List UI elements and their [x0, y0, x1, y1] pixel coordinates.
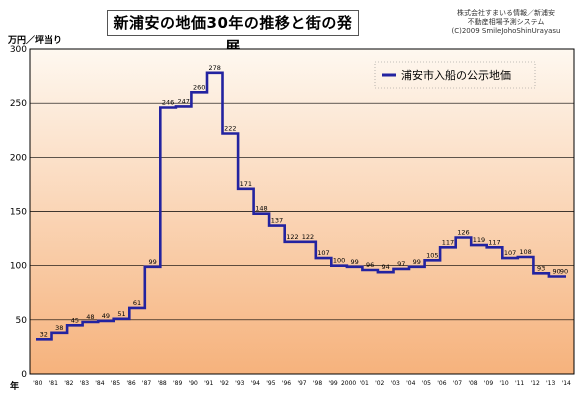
data-label: 100	[333, 257, 345, 265]
x-tick-label: '09	[484, 380, 493, 387]
x-tick-label: '95	[266, 380, 275, 387]
data-labels: 32 38 45 48 49 51 61 99 246 247 260 278 222 171 148 137…	[40, 64, 568, 338]
data-label: 148	[255, 205, 267, 213]
x-tick-label: '03	[391, 380, 400, 387]
data-label: 93	[537, 264, 545, 272]
legend: 浦安市入船の公示地価	[374, 61, 536, 89]
x-tick-label: '07	[453, 380, 462, 387]
data-label: 119	[473, 236, 485, 244]
x-tick-label: '85	[111, 380, 120, 387]
data-label: 96	[366, 261, 374, 269]
data-label: 49	[102, 312, 110, 320]
x-tick-label: '82	[64, 380, 73, 387]
x-tick-label: '98	[313, 380, 322, 387]
data-label: 246	[162, 99, 174, 107]
x-tick-label: '91	[204, 380, 213, 387]
data-label: 99	[148, 258, 156, 266]
data-label: 32	[40, 330, 48, 338]
data-label: 90	[553, 268, 561, 276]
x-tick-label: '97	[297, 380, 306, 387]
x-tick-label: '05	[422, 380, 431, 387]
x-tick-label: '13	[546, 380, 555, 387]
x-tick-label: '06	[437, 380, 446, 387]
y-tick-label: 50	[16, 316, 28, 326]
y-axis-unit-label: 万円／坪当り	[8, 36, 63, 46]
x-tick-label: '90	[189, 380, 198, 387]
x-tick-label: '81	[49, 380, 58, 387]
data-label: 94	[382, 263, 390, 271]
x-tick-label: '11	[515, 380, 524, 387]
data-label: 90	[560, 268, 568, 276]
y-tick-labels: 0 50 100 150 200 250 300	[10, 45, 27, 380]
x-tick-label: '02	[375, 380, 384, 387]
x-tick-labels: '80 '81 '82 '83 '84 '85 '86 '87 '88 '89 '90 '91 '92 '…	[33, 380, 571, 387]
y-tick-label: 150	[10, 208, 27, 218]
data-label: 107	[504, 249, 516, 257]
data-label: 105	[426, 251, 438, 259]
x-tick-label: '14	[562, 380, 571, 387]
data-label: 38	[55, 324, 63, 332]
credit-line-company: 株式会社すまいる情報／新浦安	[457, 9, 555, 17]
y-tick-label: 300	[10, 45, 27, 55]
y-tick-label: 100	[10, 262, 27, 272]
x-tick-label: '99	[328, 380, 337, 387]
credit-block: 株式会社すまいる情報／新浦安 不動産相場予測システム (C)2009 Smile…	[432, 9, 580, 36]
data-label: 99	[413, 258, 421, 266]
x-tick-label: '93	[235, 380, 244, 387]
data-label: 122	[302, 233, 314, 241]
data-label: 45	[71, 316, 79, 324]
y-tick-label: 0	[21, 370, 27, 380]
x-tick-label: '86	[126, 380, 135, 387]
data-label: 107	[317, 249, 329, 257]
data-label: 260	[193, 83, 205, 91]
x-tick-label: '94	[251, 380, 260, 387]
x-tick-label: '83	[80, 380, 89, 387]
x-tick-label: '84	[95, 380, 104, 387]
x-tick-label: '96	[282, 380, 291, 387]
y-tick-label: 200	[10, 153, 27, 163]
x-tick-label: '92	[220, 380, 229, 387]
series-line	[36, 71, 566, 341]
data-label: 51	[117, 310, 125, 318]
credit-line-copyright: (C)2009 SmileJohoShinUrayasu	[451, 27, 561, 35]
x-tick-label: '08	[468, 380, 477, 387]
credit-line-system: 不動産相場予測システム	[467, 18, 545, 26]
data-label: 126	[457, 229, 469, 237]
data-label: 117	[442, 238, 454, 246]
x-tick-label: '12	[530, 380, 539, 387]
data-label: 108	[519, 248, 531, 256]
legend-entry-label: 浦安市入船の公示地価	[401, 68, 511, 82]
data-label: 48	[86, 313, 94, 321]
data-label: 222	[224, 125, 236, 133]
x-tick-label: '89	[173, 380, 182, 387]
data-label: 137	[271, 217, 283, 225]
data-label: 278	[208, 64, 220, 72]
data-label: 99	[350, 258, 358, 266]
data-label: 171	[240, 180, 252, 188]
x-tick-label: '80	[33, 380, 42, 387]
x-tick-label: '87	[142, 380, 151, 387]
x-tick-label: '01	[360, 380, 369, 387]
x-tick-label: '88	[157, 380, 166, 387]
x-tick-label: 2000	[341, 380, 356, 387]
y-tick-label: 250	[10, 99, 27, 109]
chart-title: 新浦安の地価30年の推移と街の発展	[107, 10, 359, 56]
data-label: 247	[177, 97, 189, 105]
series-layer	[36, 71, 566, 341]
data-label: 122	[286, 233, 298, 241]
x-axis-year-label: 年	[10, 382, 20, 392]
data-label: 97	[397, 260, 405, 268]
data-label: 117	[488, 238, 500, 246]
x-tick-label: '04	[406, 380, 415, 387]
x-tick-label: '10	[499, 380, 508, 387]
data-label: 61	[133, 299, 141, 307]
